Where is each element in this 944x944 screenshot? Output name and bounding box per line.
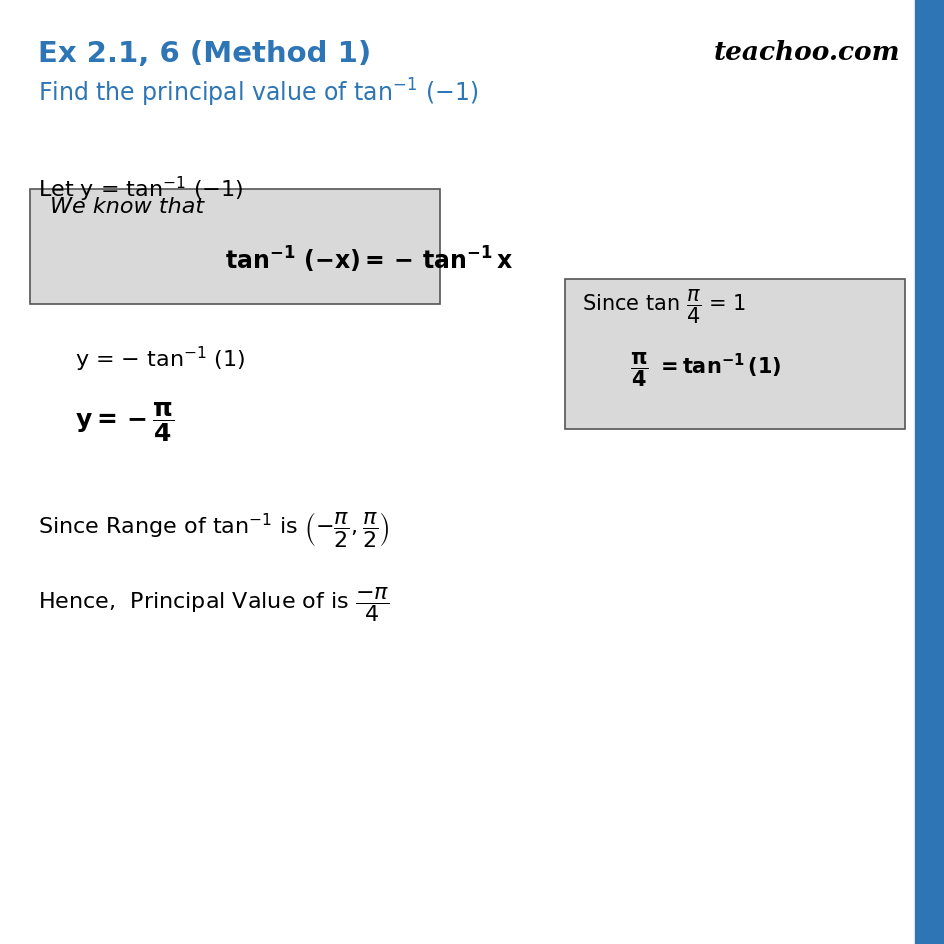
FancyBboxPatch shape: [30, 190, 440, 305]
Text: teachoo.com: teachoo.com: [713, 40, 899, 65]
Text: Hence,  Principal Value of is $\dfrac{-\pi}{4}$: Hence, Principal Value of is $\dfrac{-\p…: [38, 584, 389, 623]
Text: Since Range of tan$^{-1}$ is $\left(-\dfrac{\pi}{2}, \dfrac{\pi}{2}\right)$: Since Range of tan$^{-1}$ is $\left(-\df…: [38, 510, 390, 548]
Text: Let y = tan$^{-1}$ $(-1)$: Let y = tan$^{-1}$ $(-1)$: [38, 175, 244, 204]
Text: We know that: We know that: [50, 196, 204, 217]
Text: Ex 2.1, 6 (Method 1): Ex 2.1, 6 (Method 1): [38, 40, 371, 68]
Text: Find the principal value of tan$^{-1}$ $(-1)$: Find the principal value of tan$^{-1}$ $…: [38, 76, 478, 110]
Text: $\mathbf{tan^{-1}}$ $\mathbf{(-x) = - \, tan^{-1} \, x}$: $\mathbf{tan^{-1}}$ $\mathbf{(-x) = - \,…: [225, 244, 513, 275]
Text: y = $-$ tan$^{-1}$ $(1)$: y = $-$ tan$^{-1}$ $(1)$: [75, 345, 245, 374]
Text: $\mathbf{y = -\dfrac{\pi}{4}}$: $\mathbf{y = -\dfrac{\pi}{4}}$: [75, 399, 175, 444]
Bar: [914, 0, 944, 944]
Text: $\mathbf{\dfrac{\pi}{4}}$ $\mathbf{= tan^{-1} \, (1)}$: $\mathbf{\dfrac{\pi}{4}}$ $\mathbf{= tan…: [630, 349, 781, 388]
FancyBboxPatch shape: [565, 279, 904, 430]
Text: Since tan $\dfrac{\pi}{4}$ = 1: Since tan $\dfrac{\pi}{4}$ = 1: [582, 287, 746, 325]
